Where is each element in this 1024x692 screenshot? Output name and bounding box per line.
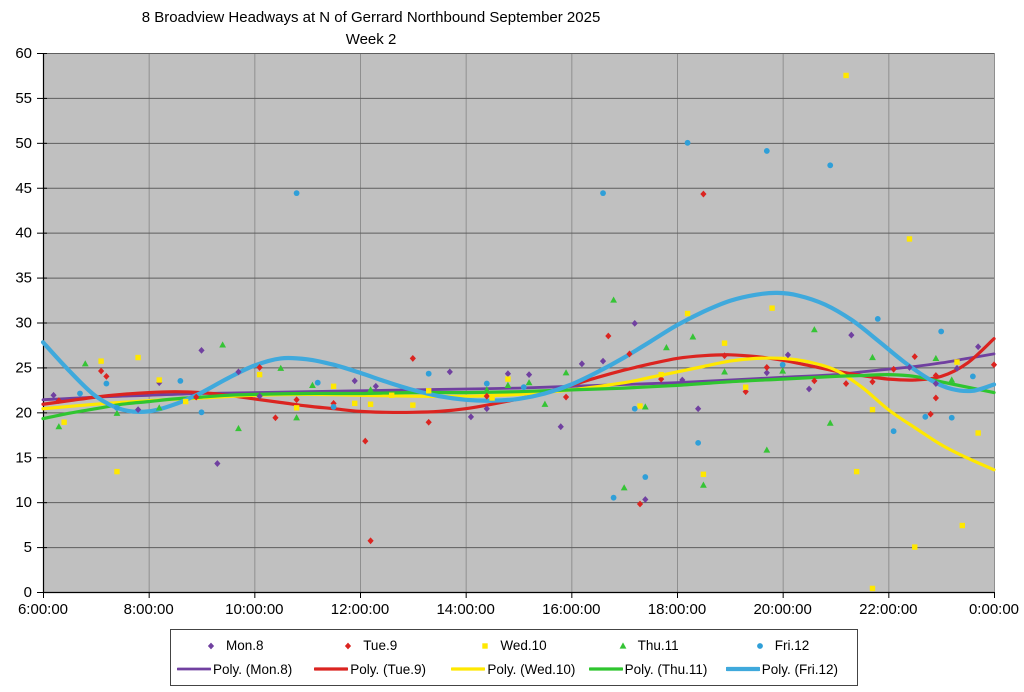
legend-item-poly-tue-9-: Poly. (Tue.9) xyxy=(308,662,445,677)
square-marker-icon xyxy=(482,643,489,649)
legend-label: Poly. (Mon.8) xyxy=(213,661,293,677)
legend-label: Thu.11 xyxy=(637,638,679,654)
circle-marker-icon xyxy=(756,642,763,649)
y-tick-label: 60 xyxy=(15,45,32,62)
trendline-sample-icon xyxy=(314,667,349,671)
y-tick-label: 55 xyxy=(15,90,32,107)
legend-item-tue-9: Tue.9 xyxy=(308,638,445,653)
trendline-poly-thu-11- xyxy=(41,372,996,421)
legend-item-poly-mon-8-: Poly. (Mon.8) xyxy=(171,662,308,677)
legend-item-poly-thu-11-: Poly. (Thu.11) xyxy=(583,662,720,677)
y-tick-label: 35 xyxy=(15,270,32,287)
legend-label: Tue.9 xyxy=(363,638,398,654)
y-tick-label: 40 xyxy=(15,225,32,242)
chart-title-line1: 8 Broadview Headways at N of Gerrard Nor… xyxy=(141,9,601,26)
legend-item-mon-8: Mon.8 xyxy=(171,638,308,653)
legend-label: Mon.8 xyxy=(226,638,264,654)
x-tick-label: 20:00:00 xyxy=(753,601,811,618)
legend-label: Poly. (Wed.10) xyxy=(487,661,576,677)
x-tick-label: 12:00:00 xyxy=(331,601,389,618)
legend-label: Wed.10 xyxy=(500,638,547,654)
axis-ticks xyxy=(37,53,995,598)
trendline-sample-icon xyxy=(451,667,486,671)
legend-item-fri-12: Fri.12 xyxy=(720,638,857,653)
legend-series-row: Mon.8 Tue.9 Wed.10 Thu.11 Fri.12 xyxy=(171,638,857,653)
y-tick-label: 50 xyxy=(15,135,32,152)
diamond-marker-icon xyxy=(207,642,215,650)
legend-label: Poly. (Fri.12) xyxy=(761,661,839,677)
diamond-marker-icon xyxy=(345,642,352,650)
x-tick-label: 16:00:00 xyxy=(542,601,600,618)
y-tick-label: 10 xyxy=(15,494,32,511)
x-tick-label: 0:00:00 xyxy=(969,601,1019,618)
series-points-thu-11 xyxy=(55,296,956,491)
x-tick-label: 18:00:00 xyxy=(648,601,706,618)
horizontal-gridlines xyxy=(43,53,994,549)
legend-label: Poly. (Tue.9) xyxy=(350,661,426,677)
y-tick-label: 30 xyxy=(15,315,32,332)
y-axis-labels: 0 5 10 15 20 25 30 35 40 45 50 55 60 xyxy=(15,45,32,601)
y-tick-label: 45 xyxy=(15,180,32,197)
y-tick-label: 25 xyxy=(15,359,32,376)
x-axis-labels: 6:00:00 8:00:00 10:00:00 12:00:00 14:00:00 16… xyxy=(18,601,1019,618)
legend-label: Poly. (Thu.11) xyxy=(624,661,708,677)
x-tick-label: 10:00:00 xyxy=(225,601,283,618)
triangle-marker-icon xyxy=(619,642,626,649)
x-tick-label: 6:00:00 xyxy=(18,601,68,618)
legend-item-wed-10: Wed.10 xyxy=(445,638,582,653)
series-points-fri-12 xyxy=(77,139,976,501)
legend-item-poly-fri-12-: Poly. (Fri.12) xyxy=(720,662,857,677)
trendline-poly-fri-12- xyxy=(40,290,997,415)
legend-item-thu-11: Thu.11 xyxy=(583,638,720,653)
trendline-sample-icon xyxy=(177,667,211,671)
y-tick-label: 20 xyxy=(15,404,32,421)
series-points-tue-9 xyxy=(55,190,998,545)
legend-item-poly-wed-10-: Poly. (Wed.10) xyxy=(445,662,582,677)
trendline-sample-icon xyxy=(588,667,623,671)
chart-title-line2: Week 2 xyxy=(345,31,397,48)
legend-label: Fri.12 xyxy=(774,638,810,654)
chart-title: 8 Broadview Headways at N of Gerrard Nor… xyxy=(43,7,699,51)
legend-trend-row: Poly. (Mon.8) Poly. (Tue.9) Poly. (Wed.10)… xyxy=(171,662,857,677)
trendline-sample-icon xyxy=(725,667,760,672)
x-tick-label: 8:00:00 xyxy=(124,601,174,618)
y-tick-label: 5 xyxy=(24,539,32,556)
y-tick-label: 15 xyxy=(15,449,32,466)
y-tick-label: 0 xyxy=(24,584,32,601)
series-points-wed-10 xyxy=(61,72,981,592)
x-tick-label: 22:00:00 xyxy=(859,601,917,618)
x-tick-label: 14:00:00 xyxy=(436,601,494,618)
chart-legend: Mon.8 Tue.9 Wed.10 Thu.11 Fri.12 Poly. (Mon.… xyxy=(170,629,858,686)
